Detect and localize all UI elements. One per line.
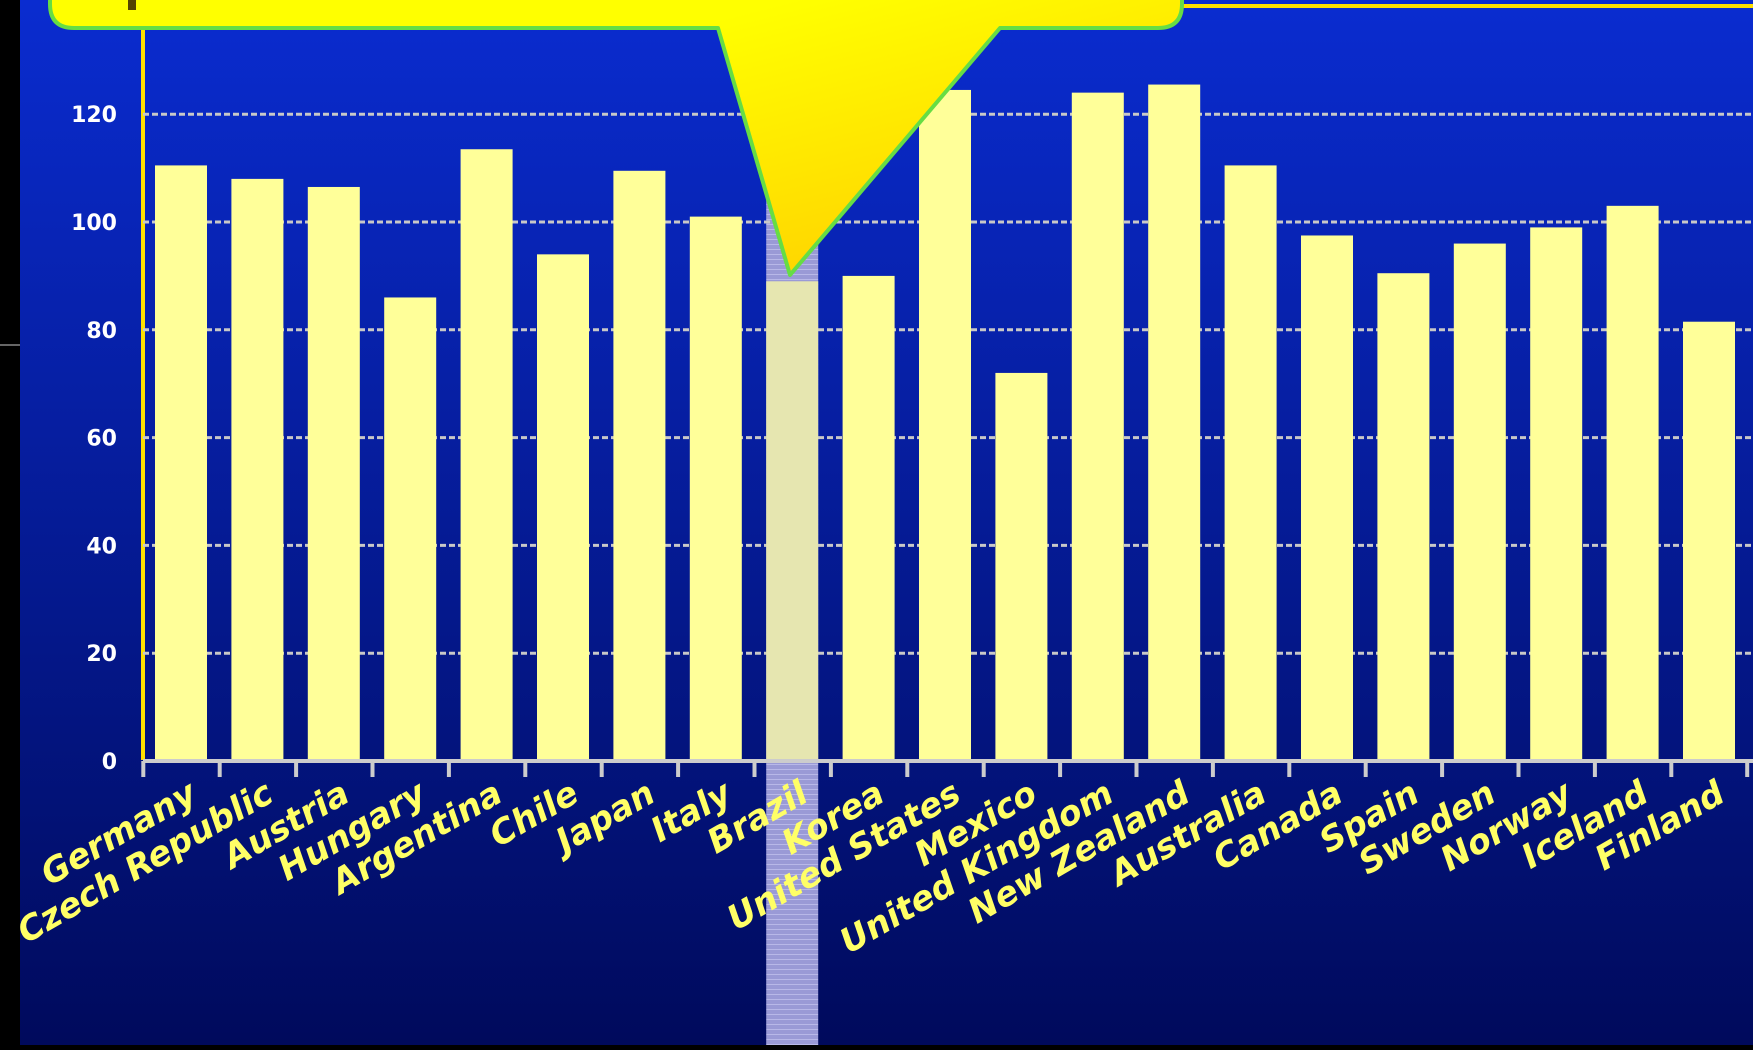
bar-brazil bbox=[766, 281, 819, 761]
bar-austria bbox=[307, 186, 360, 762]
y-tick-label: 40 bbox=[86, 534, 117, 559]
bar-mexico bbox=[995, 372, 1048, 761]
bar-czech-republic bbox=[231, 178, 284, 761]
bar-italy bbox=[689, 216, 742, 762]
bar-sweden bbox=[1453, 243, 1506, 761]
y-tick-label: 120 bbox=[71, 103, 117, 128]
bar-norway bbox=[1530, 227, 1583, 761]
y-tick-labels: 0 20 40 60 80 100 120 bbox=[71, 103, 117, 775]
bar-united-states bbox=[919, 89, 971, 761]
bar-argentina bbox=[460, 149, 513, 762]
bar-japan bbox=[613, 170, 666, 762]
bar-australia bbox=[1224, 165, 1277, 761]
bar-iceland bbox=[1606, 205, 1659, 761]
bar-chile bbox=[537, 254, 589, 761]
bar-canada bbox=[1301, 235, 1353, 762]
bars bbox=[155, 84, 1735, 762]
y-tick-label: 60 bbox=[86, 427, 117, 452]
bar-united-kingdom bbox=[1071, 92, 1124, 761]
callout-bubble bbox=[48, 0, 1184, 277]
x-ticks bbox=[141, 761, 1750, 777]
left-edge bbox=[0, 0, 20, 1045]
bar-spain bbox=[1377, 273, 1430, 761]
callout-text-stub bbox=[128, 0, 136, 10]
y-tick-label: 0 bbox=[102, 750, 117, 775]
bar-germany bbox=[155, 165, 207, 761]
bar-new-zealand bbox=[1148, 84, 1201, 762]
bar-korea bbox=[842, 275, 895, 761]
bar-hungary bbox=[384, 297, 437, 761]
y-tick-label: 80 bbox=[86, 319, 117, 344]
y-tick-label: 100 bbox=[71, 211, 117, 236]
y-tick-label: 20 bbox=[86, 642, 117, 667]
bar-finland bbox=[1683, 321, 1735, 761]
